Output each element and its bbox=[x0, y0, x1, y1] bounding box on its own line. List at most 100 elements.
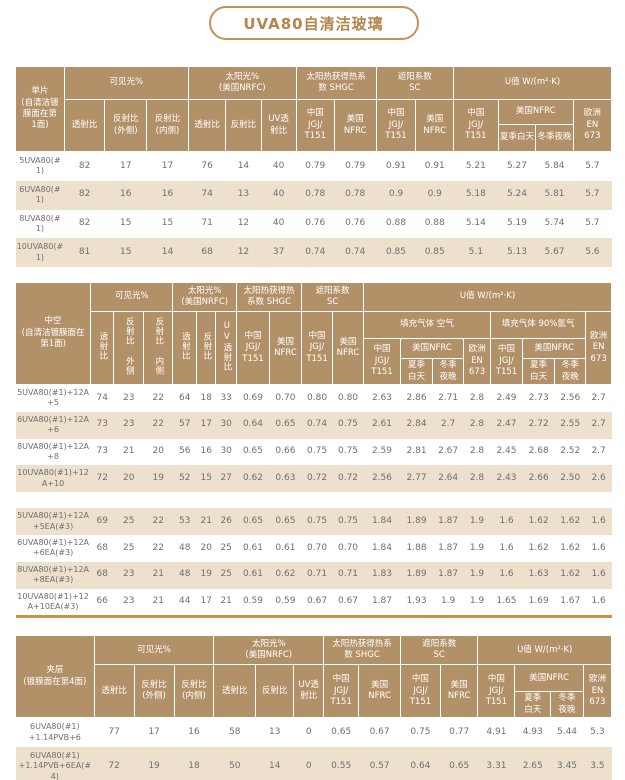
header-cell: 填充气体 90%氩气 bbox=[489, 311, 587, 340]
monolithic-glass-table-section: 单片 (自清洁镀 膜面在第 1面) 可见光% 太阳光% (美国NRFC) 太阳热获得热… bbox=[15, 66, 613, 268]
data-cell: 69 bbox=[90, 508, 114, 535]
table-row: 8UVA80(#1)+12A+8EA(#3) 68 23 21 48 19 25 0.61 0.… bbox=[15, 561, 612, 589]
data-cell: 1.87 bbox=[432, 561, 464, 589]
data-cell: 25 bbox=[215, 561, 237, 589]
table-row: 6UVA80(#1) 82 16 16 74 13 40 0.78 0.78 0.9 0.9 5.18… bbox=[15, 180, 612, 210]
data-cell: 0.79 bbox=[334, 151, 377, 181]
data-cell: 13 bbox=[225, 180, 262, 210]
data-cell: 2.68 bbox=[522, 438, 555, 466]
data-cell: 20 bbox=[143, 438, 173, 466]
data-cell: 56 bbox=[172, 438, 197, 466]
table-row: 8UVA80(#1) 82 15 15 71 12 40 0.76 0.76 0.88 0.88 5.… bbox=[15, 209, 612, 239]
data-cell: 18 bbox=[174, 747, 214, 780]
data-cell: 5.44 bbox=[550, 717, 584, 748]
header-cell: 美国 NFRC bbox=[439, 664, 479, 719]
data-cell: 0.75 bbox=[400, 717, 441, 748]
header-cell: U值 W/(m²·K) bbox=[363, 282, 612, 313]
data-cell: 16 bbox=[104, 180, 147, 210]
data-cell: 52 bbox=[172, 465, 197, 493]
header-cell: 冬季夜晚 bbox=[535, 124, 574, 152]
data-cell: 0.61 bbox=[269, 534, 302, 562]
data-cell: 1.62 bbox=[522, 534, 555, 562]
data-cell: 5.74 bbox=[535, 209, 574, 239]
data-cell: 0.59 bbox=[269, 588, 302, 617]
header-cell: 中国 JGJ/ T151 bbox=[236, 311, 270, 386]
data-cell: 20 bbox=[196, 534, 216, 562]
table-monolithic-header: 单片 (自清洁镀 膜面在第 1面) 可见光% 太阳光% (美国NRFC) 太阳热获得热… bbox=[15, 66, 613, 152]
data-cell: 2.55 bbox=[554, 411, 586, 439]
data-cell: 0.78 bbox=[334, 180, 377, 210]
data-cell: 68 bbox=[90, 534, 114, 562]
data-cell: 1.89 bbox=[400, 508, 433, 535]
data-cell: 5.67 bbox=[535, 238, 574, 268]
table-laminated-header: 夹层 (镀膜面在第4面) 可见光% 太阳光% (美国NRFC) 太阳热获得热系 数 S… bbox=[15, 635, 613, 719]
table-insulated-body: 5UVA80(#1)+12A+5 74 23 22 64 18 33 0.69 0.70 0.80… bbox=[15, 384, 612, 617]
data-cell: 17 bbox=[146, 151, 189, 181]
data-cell: 66 bbox=[90, 588, 114, 617]
data-cell: 5.7 bbox=[573, 209, 612, 239]
data-cell: 26 bbox=[215, 508, 237, 535]
header-cell: 美国 NFRC bbox=[332, 311, 364, 386]
data-cell: 1.6 bbox=[585, 588, 612, 617]
data-cell: 77 bbox=[94, 717, 135, 748]
data-cell: 23 bbox=[113, 411, 144, 439]
data-cell: 0.67 bbox=[358, 717, 401, 748]
data-cell: 2.50 bbox=[554, 465, 586, 493]
data-cell: 23 bbox=[113, 384, 144, 412]
header-cell: 反射比 (外侧) bbox=[133, 664, 175, 719]
row-label: 8UVA80(#1) bbox=[15, 209, 65, 239]
data-cell: 0.69 bbox=[236, 384, 270, 412]
row-label: 6UVA80(#1)+12A+6 bbox=[15, 411, 91, 439]
data-cell: 82 bbox=[64, 209, 105, 239]
data-cell: 30 bbox=[215, 411, 237, 439]
data-cell: 0.66 bbox=[269, 438, 302, 466]
data-cell: 0.63 bbox=[269, 465, 302, 493]
data-cell: 21 bbox=[143, 561, 173, 589]
data-cell: 27 bbox=[215, 465, 237, 493]
data-cell: 1.6 bbox=[585, 508, 612, 535]
data-cell: 4.91 bbox=[477, 717, 515, 748]
data-cell: 0.65 bbox=[236, 438, 270, 466]
data-cell: 1.6 bbox=[490, 561, 523, 589]
data-cell: 2.64 bbox=[432, 465, 464, 493]
header-cell: 夏季白天 bbox=[497, 124, 537, 152]
header-cell: 欧洲 EN 673 bbox=[572, 99, 613, 152]
table-monolithic: 单片 (自清洁镀 膜面在第 1面) 可见光% 太阳光% (美国NRFC) 太阳热获得热… bbox=[15, 66, 613, 268]
data-cell: 1.65 bbox=[490, 588, 523, 617]
data-cell: 0.61 bbox=[236, 534, 270, 562]
data-cell: 57 bbox=[172, 411, 197, 439]
data-cell: 1.6 bbox=[585, 561, 612, 589]
header-cell: 美国NFRC bbox=[399, 338, 465, 360]
group-gap bbox=[15, 492, 612, 509]
data-cell: 0.71 bbox=[332, 561, 364, 589]
data-cell: 15 bbox=[146, 209, 189, 239]
data-cell: 68 bbox=[90, 561, 114, 589]
data-cell: 2.7 bbox=[585, 411, 612, 439]
data-cell: 5.7 bbox=[573, 180, 612, 210]
data-cell: 25 bbox=[113, 508, 144, 535]
header-cell: 美国 NFRC bbox=[268, 311, 303, 386]
data-cell: 2.59 bbox=[363, 438, 401, 466]
header-cell: 太阳热获得热系 数 SHGC bbox=[295, 66, 377, 100]
data-cell: 0.78 bbox=[296, 180, 335, 210]
header-cell: 反射比 bbox=[225, 99, 262, 152]
data-cell: 4.93 bbox=[514, 717, 551, 748]
data-cell: 2.56 bbox=[554, 384, 586, 412]
data-cell: 15 bbox=[196, 465, 216, 493]
data-cell: 1.9 bbox=[463, 588, 491, 617]
data-cell: 22 bbox=[143, 508, 173, 535]
header-cell: 透射比 bbox=[172, 311, 198, 386]
data-cell: 0.65 bbox=[236, 508, 270, 535]
data-cell: 22 bbox=[143, 411, 173, 439]
data-cell: 0.79 bbox=[296, 151, 335, 181]
data-cell: 2.56 bbox=[363, 465, 401, 493]
data-cell: 0.61 bbox=[236, 561, 270, 589]
table-row: 5UVA80(#1)+12A+5EA(#3) 69 25 22 53 21 26 0.65 0.… bbox=[15, 508, 612, 535]
header-cell: 冬季 夜晚 bbox=[554, 358, 587, 386]
data-cell: 3.45 bbox=[550, 747, 584, 780]
data-cell: 22 bbox=[143, 534, 173, 562]
data-cell: 0.64 bbox=[236, 411, 270, 439]
data-cell: 1.87 bbox=[432, 534, 464, 562]
header-cell: 遮阳系数 SC bbox=[399, 635, 479, 666]
data-cell: 0.74 bbox=[296, 238, 335, 268]
